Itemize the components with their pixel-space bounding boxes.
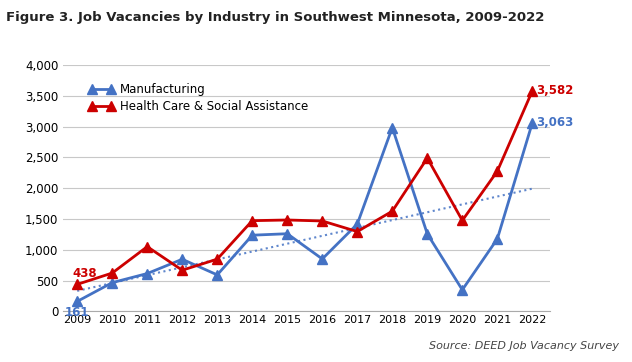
Text: Figure 3. Job Vacancies by Industry in Southwest Minnesota, 2009-2022: Figure 3. Job Vacancies by Industry in S…: [6, 11, 545, 24]
Manufacturing: [178, 257, 186, 261]
Text: 438: 438: [72, 267, 97, 280]
Manufacturing: [389, 125, 396, 130]
Legend: Manufacturing, Health Care & Social Assistance: Manufacturing, Health Care & Social Assi…: [83, 79, 313, 117]
Line: Health Care & Social Assistance: Health Care & Social Assistance: [72, 86, 537, 289]
Health Care & Social Assistance: [319, 219, 326, 223]
Line: Manufacturing: Manufacturing: [72, 118, 537, 306]
Health Care & Social Assistance: [528, 89, 536, 93]
Health Care & Social Assistance: [109, 271, 116, 275]
Manufacturing: [423, 232, 431, 236]
Health Care & Social Assistance: [214, 257, 221, 261]
Health Care & Social Assistance: [178, 268, 186, 272]
Health Care & Social Assistance: [73, 282, 81, 287]
Text: 161: 161: [65, 306, 90, 319]
Health Care & Social Assistance: [143, 244, 151, 249]
Health Care & Social Assistance: [423, 156, 431, 160]
Manufacturing: [109, 281, 116, 285]
Text: 3,063: 3,063: [536, 116, 573, 129]
Health Care & Social Assistance: [284, 218, 291, 222]
Manufacturing: [528, 121, 536, 125]
Manufacturing: [143, 272, 151, 276]
Health Care & Social Assistance: [459, 218, 466, 223]
Manufacturing: [459, 288, 466, 292]
Health Care & Social Assistance: [389, 209, 396, 213]
Manufacturing: [284, 232, 291, 236]
Manufacturing: [494, 237, 501, 241]
Manufacturing: [319, 257, 326, 261]
Text: 3,582: 3,582: [536, 84, 573, 97]
Manufacturing: [214, 273, 221, 277]
Text: Source: DEED Job Vacancy Survey: Source: DEED Job Vacancy Survey: [429, 341, 619, 351]
Manufacturing: [248, 233, 256, 237]
Manufacturing: [353, 222, 361, 226]
Health Care & Social Assistance: [494, 169, 501, 173]
Health Care & Social Assistance: [353, 230, 361, 234]
Manufacturing: [73, 299, 81, 304]
Health Care & Social Assistance: [248, 219, 256, 223]
